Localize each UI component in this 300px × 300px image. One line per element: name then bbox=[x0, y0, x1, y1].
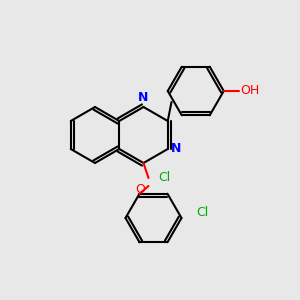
Text: O: O bbox=[136, 183, 146, 196]
Text: N: N bbox=[171, 142, 181, 155]
Text: Cl: Cl bbox=[158, 171, 171, 184]
Text: N: N bbox=[138, 91, 149, 104]
Text: Cl: Cl bbox=[196, 206, 209, 220]
Text: OH: OH bbox=[241, 85, 260, 98]
